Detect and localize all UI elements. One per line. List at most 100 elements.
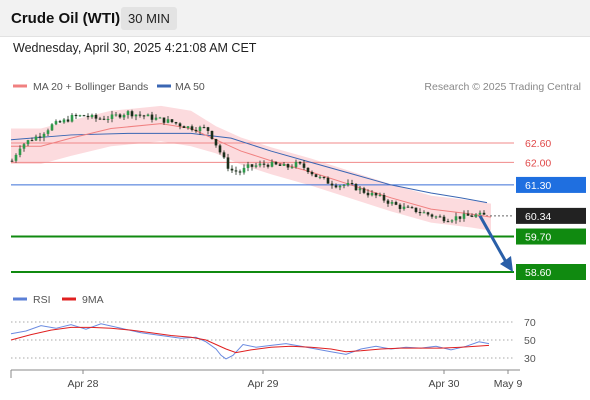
candle	[230, 165, 234, 174]
candle-body	[22, 144, 26, 149]
candle	[446, 218, 450, 223]
candle-body	[262, 163, 266, 165]
candle-body	[118, 114, 122, 118]
candle	[178, 122, 182, 130]
candle-body	[90, 114, 94, 118]
candle	[354, 183, 358, 191]
candle-body	[86, 115, 90, 118]
candle-body	[130, 111, 134, 117]
rsi-level-label-50: 50	[524, 335, 536, 347]
candle-body	[290, 167, 294, 169]
candle	[314, 174, 318, 178]
candle-body	[406, 206, 410, 208]
candle	[294, 159, 298, 169]
candle-body	[250, 164, 254, 167]
candle	[82, 114, 86, 117]
rsi-level-label-30: 30	[524, 353, 536, 365]
candle-body	[302, 163, 306, 168]
candle	[262, 160, 266, 168]
candle	[378, 192, 382, 197]
rsi-ma-line	[10, 326, 490, 354]
candle-body	[94, 114, 98, 119]
forecast-arrow	[478, 215, 508, 263]
chart-timestamp: Wednesday, April 30, 2025 4:21:08 AM CET	[13, 41, 257, 55]
candle	[274, 161, 278, 166]
candle-body	[470, 215, 474, 217]
candle-body	[394, 202, 398, 205]
candle	[242, 164, 246, 175]
candle	[454, 212, 458, 224]
candle	[474, 213, 478, 218]
candle	[50, 123, 54, 131]
candle-body	[150, 114, 154, 120]
candle-body	[226, 157, 230, 169]
candle-body	[374, 192, 378, 196]
candle	[450, 219, 454, 224]
candle-body	[454, 216, 458, 221]
x-tick-label: Apr 28	[68, 378, 99, 390]
candle-body	[386, 200, 390, 204]
candle	[42, 132, 46, 142]
candle-body	[198, 127, 202, 132]
candle-body	[70, 114, 74, 122]
candle-body	[34, 136, 38, 141]
candle-body	[362, 188, 366, 193]
candle	[438, 214, 442, 218]
candle-body	[210, 130, 214, 139]
candle	[186, 125, 190, 130]
candle	[46, 128, 50, 137]
candle-body	[46, 130, 50, 134]
candle	[206, 126, 210, 135]
candle-body	[450, 220, 454, 222]
candle	[214, 138, 218, 148]
candle-body	[194, 129, 198, 132]
candle	[358, 186, 362, 194]
candle	[150, 111, 154, 123]
candle-body	[202, 127, 206, 129]
candle	[142, 114, 146, 120]
candle-body	[294, 161, 298, 168]
candle-body	[174, 122, 178, 124]
x-tick-label: Apr 29	[248, 378, 279, 390]
candle-body	[102, 118, 106, 120]
candle-body	[214, 138, 218, 146]
candle-body	[318, 176, 322, 178]
candle	[410, 205, 414, 209]
timeframe-badge[interactable]: 30 MIN	[121, 7, 177, 30]
candle-body	[438, 216, 442, 218]
candle-body	[10, 160, 14, 162]
candle	[174, 121, 178, 125]
candle-body	[414, 207, 418, 213]
candle-body	[186, 126, 190, 129]
candle-body	[430, 214, 434, 217]
candle-body	[434, 216, 438, 218]
legend-label-9ma: 9MA	[82, 294, 104, 306]
candle	[394, 200, 398, 206]
candle-body	[350, 183, 354, 185]
candle	[190, 124, 194, 132]
candle-body	[370, 192, 374, 196]
candle	[110, 110, 114, 123]
candle	[478, 210, 482, 216]
candle	[258, 160, 262, 168]
credit-text: Research © 2025 Trading Central	[424, 81, 581, 93]
candle	[118, 113, 122, 119]
candle-body	[274, 161, 278, 165]
candle	[222, 150, 226, 160]
candle-body	[346, 183, 350, 185]
candle-body	[138, 114, 142, 116]
candle	[134, 114, 138, 121]
candle-body	[278, 164, 282, 166]
candle-body	[26, 140, 30, 145]
candle	[330, 180, 334, 189]
candle	[182, 125, 186, 129]
ma50-line	[10, 132, 488, 204]
candle	[122, 113, 126, 121]
candle	[74, 113, 78, 120]
candle-body	[82, 115, 86, 117]
candle	[126, 110, 130, 119]
candle	[226, 153, 230, 172]
candle-body	[422, 212, 426, 214]
level-badge-61.30	[516, 176, 586, 193]
candle	[290, 164, 294, 169]
